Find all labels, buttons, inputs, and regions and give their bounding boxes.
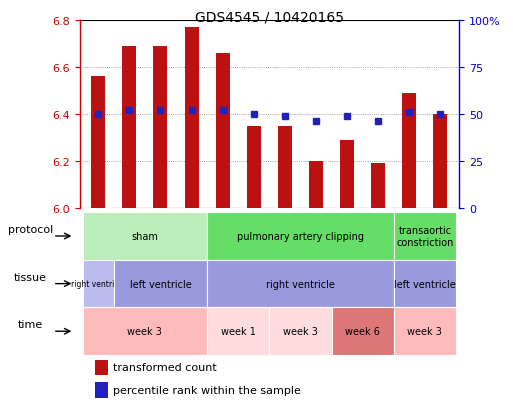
Bar — [215, 54, 230, 209]
Text: left ventricle: left ventricle — [394, 279, 456, 289]
Text: transformed count: transformed count — [113, 363, 216, 373]
Text: right ventricle: right ventricle — [71, 280, 125, 288]
Text: week 1: week 1 — [221, 326, 255, 337]
Text: GDS4545 / 10420165: GDS4545 / 10420165 — [195, 10, 344, 24]
Bar — [278, 126, 292, 209]
Text: pulmonary artery clipping: pulmonary artery clipping — [237, 231, 364, 242]
Text: right ventricle: right ventricle — [266, 279, 335, 289]
Text: protocol: protocol — [8, 224, 53, 235]
Text: percentile rank within the sample: percentile rank within the sample — [113, 385, 301, 395]
Bar — [309, 161, 323, 209]
Bar — [122, 47, 136, 209]
Text: sham: sham — [131, 231, 159, 242]
Bar — [433, 114, 447, 209]
Text: week 3: week 3 — [283, 326, 318, 337]
Text: transaortic
constriction: transaortic constriction — [396, 225, 453, 247]
Text: time: time — [17, 319, 43, 330]
Bar — [153, 47, 167, 209]
Bar — [91, 77, 105, 209]
Bar — [371, 164, 385, 209]
Bar — [247, 126, 261, 209]
Bar — [185, 28, 199, 209]
Text: week 3: week 3 — [127, 326, 162, 337]
Text: left ventricle: left ventricle — [130, 279, 191, 289]
Bar — [402, 93, 417, 209]
Text: week 6: week 6 — [345, 326, 380, 337]
Bar — [340, 140, 354, 209]
Text: tissue: tissue — [14, 272, 47, 282]
Text: week 3: week 3 — [407, 326, 442, 337]
